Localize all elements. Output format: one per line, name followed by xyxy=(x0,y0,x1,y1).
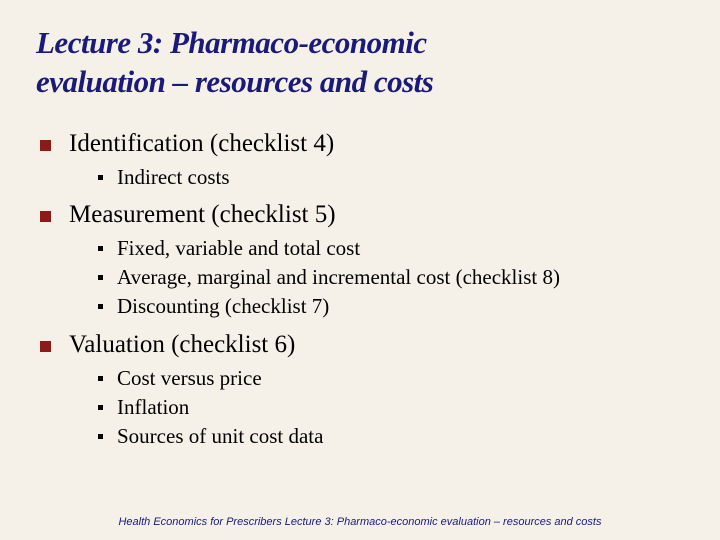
subitem-text: Indirect costs xyxy=(117,164,230,191)
slide-footer: Health Economics for Prescribers Lecture… xyxy=(0,516,720,528)
section-title: Measurement (checklist 5) xyxy=(69,201,336,229)
section-2: Valuation (checklist 6) Cost versus pric… xyxy=(36,331,684,451)
dot-bullet-icon xyxy=(98,246,103,251)
subitems: Cost versus price Inflation Sources of u… xyxy=(98,365,684,451)
section-title: Identification (checklist 4) xyxy=(69,130,334,158)
dot-bullet-icon xyxy=(98,434,103,439)
dot-bullet-icon xyxy=(98,275,103,280)
section-1: Measurement (checklist 5) Fixed, variabl… xyxy=(36,201,684,321)
slide-title: Lecture 3: Pharmaco-economic evaluation … xyxy=(36,24,684,102)
list-item: Discounting (checklist 7) xyxy=(98,293,684,320)
subitem-text: Average, marginal and incremental cost (… xyxy=(117,264,560,291)
section-0: Identification (checklist 4) Indirect co… xyxy=(36,130,684,191)
subitems: Indirect costs xyxy=(98,164,684,191)
square-bullet-icon xyxy=(40,211,51,222)
dot-bullet-icon xyxy=(98,405,103,410)
list-item: Indirect costs xyxy=(98,164,684,191)
square-bullet-icon xyxy=(40,341,51,352)
list-item: Cost versus price xyxy=(98,365,684,392)
subitem-text: Inflation xyxy=(117,394,189,421)
subitem-text: Sources of unit cost data xyxy=(117,423,323,450)
list-item: Fixed, variable and total cost xyxy=(98,235,684,262)
square-bullet-icon xyxy=(40,140,51,151)
section-header: Identification (checklist 4) xyxy=(36,130,684,158)
subitems: Fixed, variable and total cost Average, … xyxy=(98,235,684,321)
section-header: Valuation (checklist 6) xyxy=(36,331,684,359)
section-header: Measurement (checklist 5) xyxy=(36,201,684,229)
dot-bullet-icon xyxy=(98,304,103,309)
subitem-text: Fixed, variable and total cost xyxy=(117,235,360,262)
list-item: Inflation xyxy=(98,394,684,421)
subitem-text: Cost versus price xyxy=(117,365,262,392)
dot-bullet-icon xyxy=(98,175,103,180)
list-item: Sources of unit cost data xyxy=(98,423,684,450)
list-item: Average, marginal and incremental cost (… xyxy=(98,264,684,291)
section-title: Valuation (checklist 6) xyxy=(69,331,295,359)
dot-bullet-icon xyxy=(98,376,103,381)
subitem-text: Discounting (checklist 7) xyxy=(117,293,329,320)
